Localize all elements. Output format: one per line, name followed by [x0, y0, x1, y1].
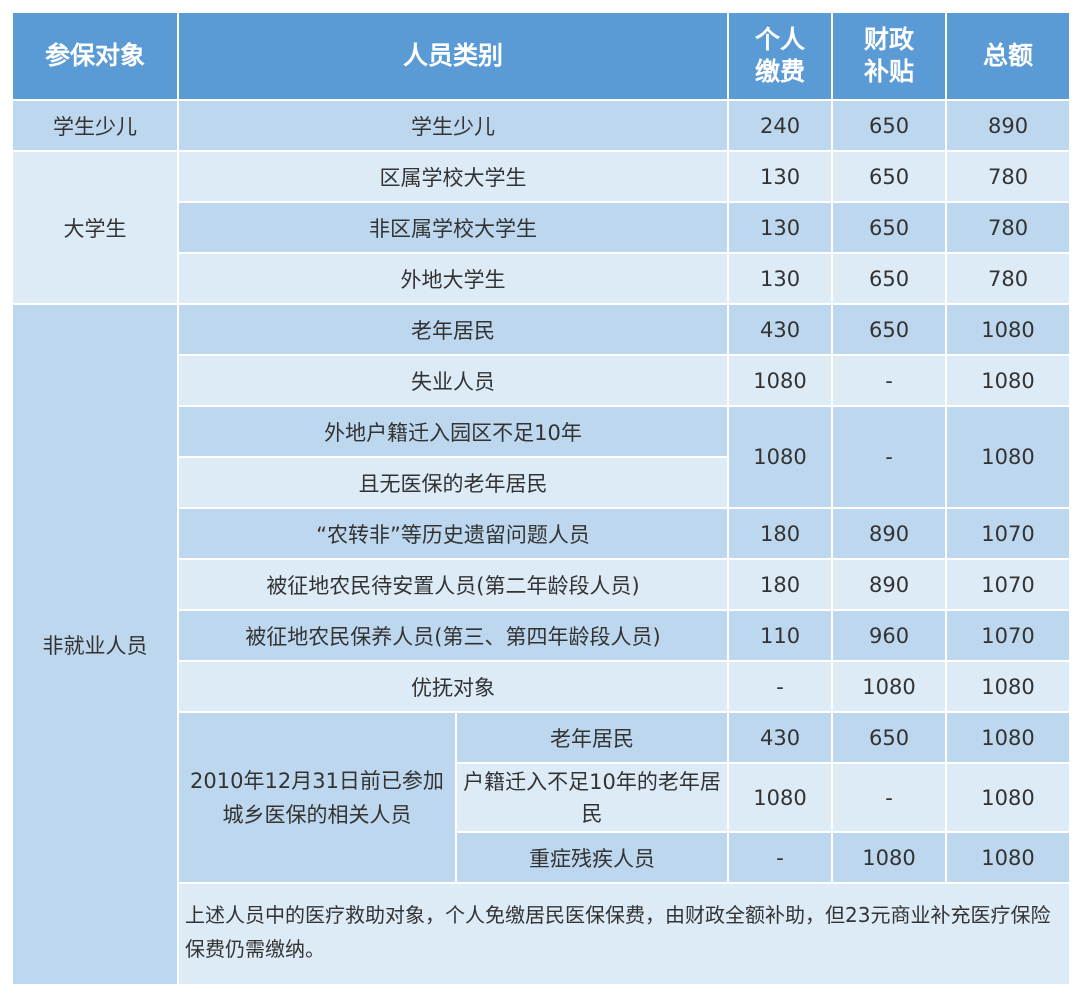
category-cell: 外地户籍迁入园区不足10年 [176, 405, 730, 458]
header-category: 人员类别 [176, 11, 730, 101]
subgroup-cell: 2010年12月31日前已参加城乡医保的相关人员 [177, 711, 457, 884]
subsidy-cell: 650 [831, 252, 948, 305]
total-cell: 780 [945, 201, 1072, 254]
category-cell: 区属学校大学生 [176, 150, 730, 203]
total-cell: 1080 [945, 660, 1072, 713]
header-subsidy: 财政 补贴 [831, 11, 948, 101]
table-row: 非就业人员 老年居民 430 650 1080 [11, 303, 1072, 986]
subsidy-cell: 890 [831, 507, 948, 560]
header-total: 总额 [945, 11, 1072, 101]
table-row: 被征地农民待安置人员(第二年龄段人员) 180 890 1070 [12, 558, 1072, 611]
category-cell: 学生少儿 [176, 99, 730, 152]
total-cell: 1080 [945, 303, 1072, 356]
personal-cell: 180 [727, 507, 834, 560]
category-cell: “农转非”等历史遗留问题人员 [176, 507, 730, 560]
header-target: 参保对象 [11, 11, 179, 101]
subsidy-cell: 650 [831, 711, 948, 764]
subsidy-cell: - [831, 405, 948, 509]
header-personal: 个人 缴费 [727, 11, 834, 101]
total-cell: 1070 [945, 609, 1072, 662]
personal-cell: 430 [727, 711, 834, 764]
table-row: 重症残疾人员 - 1080 1080 [12, 831, 1072, 884]
table-row: “农转非”等历史遗留问题人员 180 890 1070 [12, 507, 1072, 560]
group-cell: 大学生 [11, 150, 179, 305]
total-cell: 1080 [945, 831, 1072, 884]
total-cell: 1070 [945, 507, 1072, 560]
personal-cell: 430 [727, 303, 834, 356]
personal-cell: - [727, 660, 834, 713]
category-cell: 外地大学生 [176, 252, 730, 305]
table-row: 且无医保的老年居民 [12, 456, 1070, 509]
subsidy-cell: 890 [831, 558, 948, 611]
table-row: 外地大学生 130 650 780 [12, 252, 1072, 305]
subsidy-cell: - [831, 354, 948, 407]
category-cell: 失业人员 [176, 354, 730, 407]
table-row: 2010年12月31日前已参加城乡医保的相关人员 老年居民 430 650 10… [12, 711, 1072, 884]
total-cell: 1080 [945, 762, 1072, 833]
group-cell: 学生少儿 [11, 99, 179, 152]
total-cell: 1080 [945, 711, 1072, 764]
table-row: 户籍迁入不足10年的老年居民 1080 - 1080 [12, 762, 1072, 833]
total-cell: 1080 [945, 354, 1072, 407]
total-cell: 890 [945, 99, 1072, 152]
personal-cell: 1080 [727, 405, 834, 509]
category-cell: 优抚对象 [176, 660, 730, 713]
personal-cell: 1080 [727, 762, 834, 833]
table-row: 优抚对象 - 1080 1080 [12, 660, 1072, 713]
table-row: 大学生 区属学校大学生 130 650 780 [11, 150, 1072, 305]
group-cell: 非就业人员 [11, 303, 179, 986]
subsidy-cell: 650 [831, 99, 948, 152]
personal-cell: 180 [727, 558, 834, 611]
personal-cell: 110 [727, 609, 834, 662]
total-cell: 780 [945, 252, 1072, 305]
insurance-fee-table: 参保对象 人员类别 个人 缴费 财政 补贴 总额 学生少儿 学生少儿 240 6… [11, 11, 1072, 986]
total-cell: 780 [945, 150, 1072, 203]
footnote: 上述人员中的医疗救助对象，个人免缴居民医保保费，由财政全额补助，但23元商业补充… [176, 882, 1072, 986]
personal-cell: - [727, 831, 834, 884]
personal-cell: 130 [727, 201, 834, 254]
subsidy-cell: 650 [831, 201, 948, 254]
category-cell: 老年居民 [454, 711, 730, 764]
subsidy-cell: 650 [831, 303, 948, 356]
subsidy-cell: 1080 [831, 660, 948, 713]
category-cell: 非区属学校大学生 [176, 201, 730, 254]
subsidy-cell: - [831, 762, 948, 833]
category-cell: 被征地农民保养人员(第三、第四年龄段人员) [176, 609, 730, 662]
subsidy-cell: 650 [831, 150, 948, 203]
category-cell: 老年居民 [176, 303, 730, 356]
subsidy-cell: 960 [831, 609, 948, 662]
personal-cell: 240 [727, 99, 834, 152]
category-cell: 且无医保的老年居民 [176, 456, 730, 509]
header-row: 参保对象 人员类别 个人 缴费 财政 补贴 总额 [11, 11, 1072, 101]
category-cell: 户籍迁入不足10年的老年居民 [454, 762, 730, 833]
table-row: 失业人员 1080 - 1080 [12, 354, 1072, 407]
personal-cell: 130 [727, 150, 834, 203]
footnote-row: 上述人员中的医疗救助对象，个人免缴居民医保保费，由财政全额补助，但23元商业补充… [12, 882, 1072, 986]
table-row: 外地户籍迁入园区不足10年 1080 - 1080 [12, 405, 1072, 509]
category-cell: 重症残疾人员 [454, 831, 730, 884]
personal-cell: 1080 [727, 354, 834, 407]
table-row: 非区属学校大学生 130 650 780 [12, 201, 1072, 254]
subsidy-cell: 1080 [831, 831, 948, 884]
table-row: 被征地农民保养人员(第三、第四年龄段人员) 110 960 1070 [12, 609, 1072, 662]
total-cell: 1070 [945, 558, 1072, 611]
category-cell: 被征地农民待安置人员(第二年龄段人员) [176, 558, 730, 611]
table-row: 学生少儿 学生少儿 240 650 890 [11, 99, 1072, 152]
personal-cell: 130 [727, 252, 834, 305]
total-cell: 1080 [945, 405, 1072, 509]
